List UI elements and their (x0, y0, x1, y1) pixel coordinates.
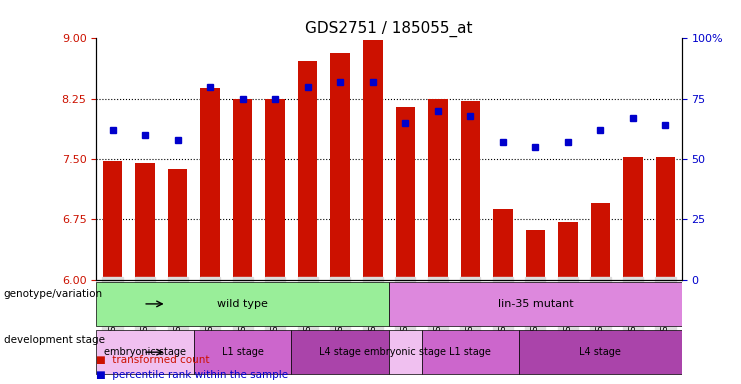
Text: wild type: wild type (217, 299, 268, 309)
Bar (330, 53, 350, 280)
Text: ■  transformed count: ■ transformed count (96, 355, 210, 365)
Bar (233, 99, 253, 280)
Bar (591, 204, 610, 280)
Bar (168, 169, 187, 280)
Text: L1 stage: L1 stage (222, 347, 264, 357)
Bar (363, 40, 382, 280)
FancyBboxPatch shape (422, 331, 519, 374)
Bar (396, 107, 415, 280)
Bar (493, 209, 513, 280)
Bar (265, 99, 285, 280)
Bar (298, 61, 317, 280)
FancyBboxPatch shape (194, 331, 291, 374)
Bar (428, 99, 448, 280)
Bar (461, 101, 480, 280)
Text: development stage: development stage (4, 335, 104, 345)
Bar (656, 157, 675, 280)
Bar (103, 161, 122, 280)
FancyBboxPatch shape (96, 331, 194, 374)
Text: embryonic stage: embryonic stage (365, 347, 446, 357)
Bar (525, 230, 545, 280)
Text: lin-35 mutant: lin-35 mutant (497, 299, 574, 309)
Text: embryonic stage: embryonic stage (104, 347, 186, 357)
Bar (558, 222, 578, 280)
FancyBboxPatch shape (389, 331, 422, 374)
Text: L4 stage: L4 stage (579, 347, 622, 357)
Text: ■  percentile rank within the sample: ■ percentile rank within the sample (96, 370, 288, 380)
Bar (623, 157, 642, 280)
FancyBboxPatch shape (389, 282, 682, 326)
Bar (200, 88, 220, 280)
Text: genotype/variation: genotype/variation (4, 289, 103, 299)
Text: L4 stage: L4 stage (319, 347, 361, 357)
FancyBboxPatch shape (291, 331, 389, 374)
Bar (136, 163, 155, 280)
Text: L1 stage: L1 stage (449, 347, 491, 357)
FancyBboxPatch shape (519, 331, 682, 374)
Title: GDS2751 / 185055_at: GDS2751 / 185055_at (305, 21, 473, 37)
FancyBboxPatch shape (96, 282, 389, 326)
